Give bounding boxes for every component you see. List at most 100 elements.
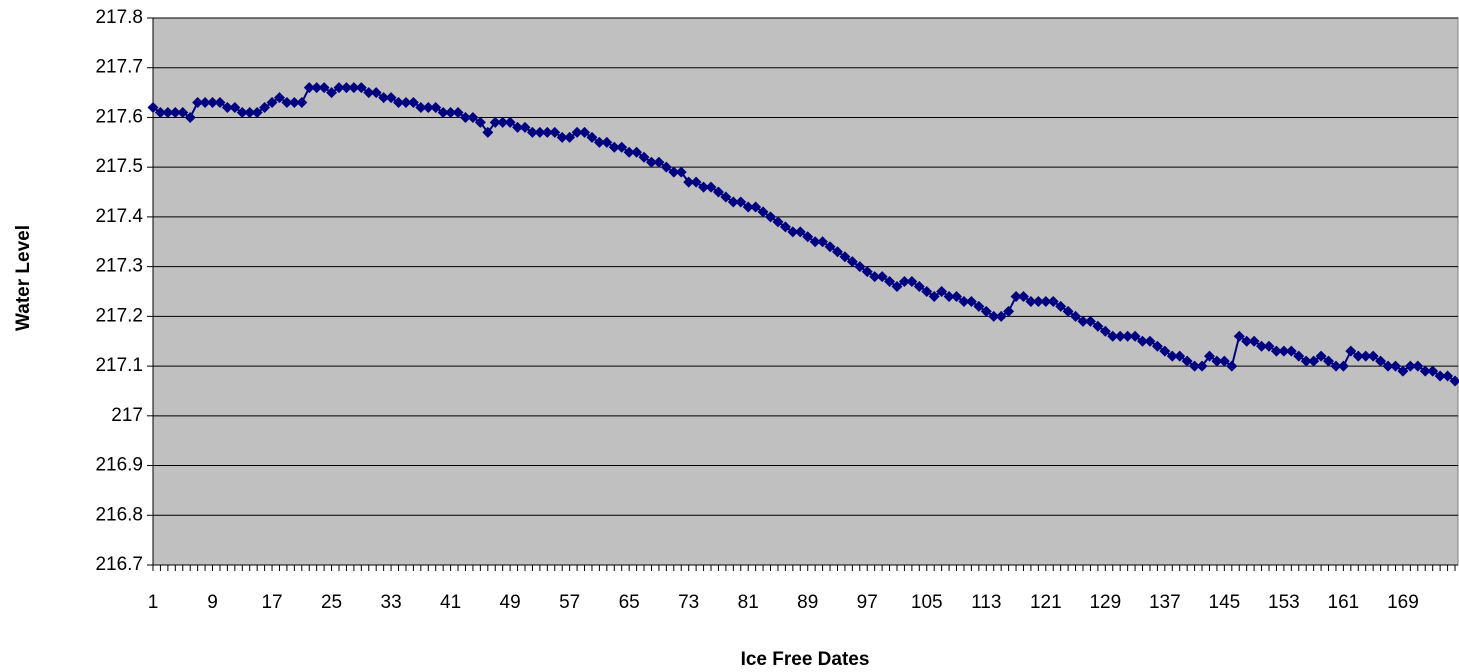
data-marker	[906, 276, 918, 288]
data-marker	[988, 310, 1000, 322]
y-tick-label: 217	[111, 405, 143, 426]
data-marker	[765, 211, 777, 223]
x-axis-title: Ice Free Dates	[741, 649, 870, 670]
data-marker	[995, 310, 1007, 322]
data-marker	[154, 106, 166, 118]
data-marker	[229, 102, 241, 114]
data-marker	[1233, 330, 1245, 342]
y-tick-label: 217.6	[95, 106, 143, 127]
data-marker	[244, 106, 256, 118]
data-marker	[787, 226, 799, 238]
data-marker	[891, 281, 903, 293]
data-marker	[1278, 345, 1290, 357]
data-marker	[1308, 355, 1320, 367]
data-marker	[1226, 360, 1238, 372]
data-marker	[1449, 375, 1459, 387]
data-marker	[1055, 300, 1067, 312]
y-tick-label: 217.4	[95, 206, 143, 227]
y-tick-label: 217.5	[95, 156, 143, 177]
data-marker	[1174, 350, 1186, 362]
data-marker	[437, 106, 449, 118]
data-marker	[512, 121, 524, 133]
data-marker	[1122, 330, 1134, 342]
y-tick-label: 217.8	[95, 7, 143, 28]
y-axis-title: Water Level	[13, 225, 34, 331]
data-marker	[1270, 345, 1282, 357]
data-marker	[913, 281, 925, 293]
data-marker	[259, 102, 271, 114]
data-marker	[169, 106, 181, 118]
data-marker	[898, 276, 910, 288]
data-marker	[184, 111, 196, 123]
data-marker	[1352, 350, 1364, 362]
data-marker	[370, 87, 382, 99]
data-marker	[928, 290, 940, 302]
x-tick-label: 169	[1387, 592, 1419, 613]
data-marker	[452, 106, 464, 118]
data-marker	[1099, 325, 1111, 337]
data-marker	[638, 151, 650, 163]
data-marker	[690, 176, 702, 188]
data-marker	[1412, 360, 1424, 372]
data-marker	[1047, 295, 1059, 307]
data-marker	[861, 266, 873, 278]
x-tick-label: 33	[381, 592, 402, 613]
data-marker	[162, 106, 174, 118]
data-marker	[727, 196, 739, 208]
data-marker	[333, 82, 345, 94]
data-marker	[839, 251, 851, 263]
data-marker	[817, 236, 829, 248]
data-marker	[207, 97, 219, 109]
x-tick-label: 57	[559, 592, 580, 613]
data-marker	[549, 126, 561, 138]
data-marker	[1189, 360, 1201, 372]
data-marker	[1114, 330, 1126, 342]
data-marker	[482, 126, 494, 138]
data-marker	[251, 106, 263, 118]
data-marker	[147, 102, 159, 114]
data-marker	[1211, 355, 1223, 367]
x-tick-label: 81	[738, 592, 759, 613]
data-marker	[519, 121, 531, 133]
data-marker	[1427, 365, 1439, 377]
data-marker	[869, 271, 881, 283]
x-tick-label: 161	[1328, 592, 1360, 613]
data-marker	[831, 246, 843, 258]
data-marker	[1107, 330, 1119, 342]
data-marker	[445, 106, 457, 118]
data-marker	[1241, 335, 1253, 347]
data-marker	[571, 126, 583, 138]
data-marker	[1159, 345, 1171, 357]
data-marker	[541, 126, 553, 138]
data-marker	[675, 166, 687, 178]
data-marker	[1293, 350, 1305, 362]
data-marker	[400, 97, 412, 109]
data-marker	[177, 106, 189, 118]
data-marker	[735, 196, 747, 208]
data-marker	[556, 131, 568, 143]
y-tick-label: 217.1	[95, 355, 143, 376]
data-marker	[1077, 315, 1089, 327]
data-marker	[1315, 350, 1327, 362]
data-marker	[802, 231, 814, 243]
data-marker	[1389, 360, 1401, 372]
data-marker	[221, 102, 233, 114]
data-marker	[965, 295, 977, 307]
data-marker	[608, 141, 620, 153]
data-marker	[1003, 305, 1015, 317]
data-marker	[645, 156, 657, 168]
data-marker	[281, 97, 293, 109]
data-marker	[579, 126, 591, 138]
data-marker	[958, 295, 970, 307]
data-marker	[1382, 360, 1394, 372]
data-marker	[616, 141, 628, 153]
data-marker	[422, 102, 434, 114]
data-marker	[311, 82, 323, 94]
data-marker	[593, 136, 605, 148]
data-marker	[459, 111, 471, 123]
data-marker	[951, 290, 963, 302]
data-marker	[779, 221, 791, 233]
y-tick-label: 217.3	[95, 256, 143, 277]
x-tick-label: 153	[1268, 592, 1300, 613]
